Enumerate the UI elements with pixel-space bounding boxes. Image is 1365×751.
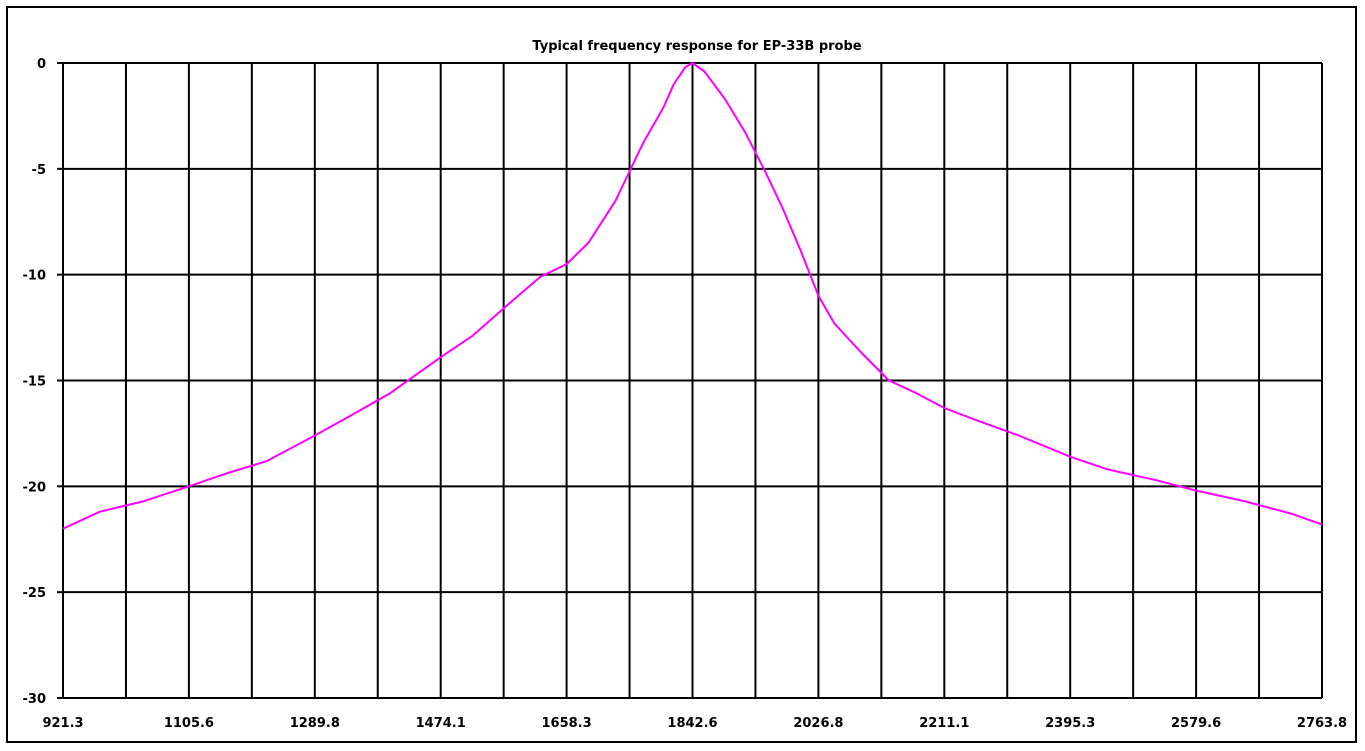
x-tick-label: 2763.8 — [1297, 716, 1347, 731]
y-tick-label: -15 — [23, 375, 47, 390]
y-tick-label: 0 — [37, 57, 46, 72]
y-tick-label: -10 — [23, 269, 47, 284]
series-line — [62, 62, 1323, 530]
x-tick-label: 1105.6 — [164, 716, 214, 731]
x-tick-label: 2395.3 — [1045, 716, 1095, 731]
x-tick-label: 2026.8 — [793, 716, 843, 731]
x-tick-label: 1658.3 — [542, 716, 592, 731]
x-tick-label: 921.3 — [42, 716, 83, 731]
y-tick-label: -20 — [23, 480, 47, 495]
y-tick-label: -25 — [23, 586, 47, 601]
y-tick-labels: 0 -5 -10 -15 -20 -25 -30 — [23, 57, 47, 707]
chart-frame — [6, 6, 1357, 743]
x-tick-label: 2211.1 — [919, 716, 969, 731]
axes — [57, 62, 1322, 699]
chart-title: Typical frequency response for EP-33B pr… — [532, 39, 861, 54]
x-tick-label: 1842.6 — [667, 716, 717, 731]
x-tick-labels: 921.3 1105.6 1289.8 1474.1 1658.3 1842.6 2026.… — [42, 716, 1347, 731]
y-tick-label: -5 — [32, 163, 46, 178]
x-tick-label: 1289.8 — [290, 716, 340, 731]
series-layer — [62, 62, 1323, 530]
y-tick-label: -30 — [23, 692, 47, 707]
x-tick-label: 2579.6 — [1171, 716, 1221, 731]
x-tick-label: 1474.1 — [416, 716, 466, 731]
